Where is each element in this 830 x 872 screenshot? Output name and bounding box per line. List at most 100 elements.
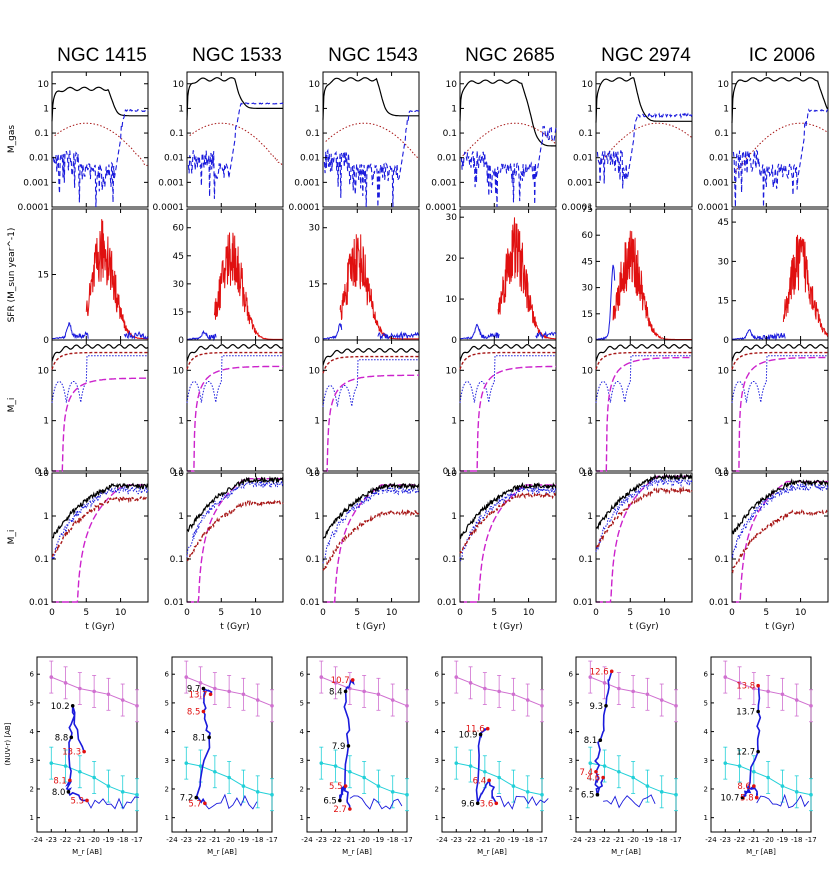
cmd-marker bbox=[754, 795, 759, 800]
cmd-marker bbox=[609, 669, 614, 674]
mass-black-line bbox=[51, 482, 149, 539]
y-tick-label: 2 bbox=[300, 785, 304, 793]
y-tick-label: 4 bbox=[704, 728, 709, 736]
mass-red-line bbox=[595, 485, 693, 548]
cmd-annotation: 7.9 bbox=[332, 742, 346, 752]
cmd-annotation: 13.7 bbox=[736, 708, 755, 718]
sequence-point bbox=[198, 764, 203, 768]
panel-frame bbox=[459, 71, 557, 208]
sequence-point bbox=[674, 703, 678, 708]
sequence-point bbox=[120, 698, 125, 702]
sequence-point bbox=[227, 775, 231, 780]
sequence-point bbox=[468, 681, 473, 685]
sequence-point bbox=[645, 784, 650, 788]
cmd-panel: 12.6 9.3 8.1 7.44.6 6.5 1 2 3 4 5 6 -24 -23 -22 -21 -20… bbox=[569, 656, 682, 856]
y-tick-label: 1 bbox=[43, 104, 49, 114]
y-tick-label: 30 bbox=[173, 280, 185, 290]
cold-gas-line bbox=[52, 108, 149, 208]
x-tick-label: -24 bbox=[705, 836, 717, 844]
cmd-marker bbox=[201, 709, 206, 714]
cmd-marker bbox=[485, 726, 490, 731]
sequence-point bbox=[390, 698, 395, 702]
cmd-annotation: 10.7 bbox=[331, 676, 350, 686]
y-tick-label: 10 bbox=[309, 366, 321, 376]
y-tick-label: 0.0001 bbox=[18, 203, 50, 213]
y-tick-label: 1 bbox=[587, 512, 593, 522]
mass-upper-panel: 10 1 0.1 bbox=[715, 339, 829, 477]
y-tick-label: 1 bbox=[178, 417, 184, 427]
y-tick-label: 1 bbox=[314, 104, 320, 114]
sequence-point bbox=[659, 790, 664, 794]
sequence-point bbox=[376, 784, 381, 788]
cmd-frame bbox=[171, 656, 273, 833]
y-tick-label: 0.0001 bbox=[289, 203, 321, 213]
sequence-point bbox=[794, 790, 799, 794]
cmd-annotation: 8.1 bbox=[53, 776, 67, 786]
y-tick-label: 1 bbox=[451, 417, 457, 427]
y-tick-label: 30 bbox=[582, 284, 594, 294]
panel-frame bbox=[595, 208, 693, 341]
sequence-point bbox=[405, 792, 409, 797]
y-tick-label: 1 bbox=[314, 417, 320, 427]
cmd-marker bbox=[66, 790, 71, 794]
mass-black-line bbox=[595, 472, 693, 530]
cmd-marker bbox=[494, 801, 499, 806]
y-tick-label: 2 bbox=[30, 785, 34, 793]
cmd-track-line bbox=[339, 679, 355, 810]
galaxy-title: NGC 2974 bbox=[601, 45, 691, 66]
x-tick-label: -20 bbox=[88, 836, 99, 844]
sequence-point bbox=[617, 686, 621, 691]
cmd-annotation: 8.8 bbox=[55, 733, 69, 743]
galaxy-title: NGC 1543 bbox=[328, 45, 418, 66]
x-tick-label: -21 bbox=[479, 836, 490, 844]
cmd-marker bbox=[69, 735, 74, 740]
mass-red-line bbox=[186, 499, 284, 562]
sequence-point bbox=[333, 681, 338, 685]
x-tick-label: -21 bbox=[344, 836, 355, 844]
cmd-frame bbox=[441, 656, 543, 833]
cmd-tail-line bbox=[496, 795, 549, 810]
cmd-marker bbox=[595, 792, 600, 797]
x-tick-label: -17 bbox=[536, 836, 547, 844]
sequence-point bbox=[49, 761, 54, 765]
mass-red-line bbox=[322, 508, 420, 571]
mass-magenta-line bbox=[596, 475, 692, 603]
y-tick-label: 1 bbox=[43, 417, 49, 427]
y-tick-label: 1 bbox=[587, 104, 593, 114]
panel-frame bbox=[51, 208, 149, 341]
hot-gas-line bbox=[54, 122, 148, 167]
sequence-point bbox=[405, 703, 409, 708]
cmd-annotation: 8.6 bbox=[737, 782, 751, 792]
gas-mass-panel: 10 1 0.1 0.01 0.001 0.0001 bbox=[562, 71, 693, 213]
sequence-point bbox=[752, 769, 756, 774]
y-tick-label: 5 bbox=[435, 699, 439, 707]
cmd-marker bbox=[740, 795, 745, 800]
y-tick-label: 0.1 bbox=[579, 467, 593, 477]
sequence-point bbox=[106, 784, 111, 788]
cmd-marker bbox=[475, 801, 480, 806]
x-tick-label: 0 bbox=[729, 608, 735, 618]
y-tick-label: 0.1 bbox=[170, 129, 184, 139]
gas-mass-panel: 10 1 0.1 0.01 0.001 0.0001 bbox=[18, 71, 149, 213]
y-tick-label: 10 bbox=[718, 80, 730, 90]
mass-black-line bbox=[459, 481, 557, 540]
y-tick-label: 1 bbox=[451, 104, 457, 114]
sequence-point bbox=[645, 692, 650, 697]
total-gas-line bbox=[459, 79, 556, 147]
x-axis-label: M_r [AB] bbox=[477, 848, 507, 856]
cold-gas-line bbox=[596, 112, 693, 189]
sequence-point bbox=[390, 790, 395, 794]
y-tick-label: 0.1 bbox=[35, 555, 49, 565]
x-axis-label: t (Gyr) bbox=[356, 622, 385, 632]
mass-black-line bbox=[51, 343, 149, 362]
sfr-burst-line bbox=[612, 230, 692, 340]
sequence-point bbox=[723, 675, 728, 679]
y-tick-label: 0.0001 bbox=[562, 203, 594, 213]
y-tick-label: 1 bbox=[587, 417, 593, 427]
cmd-marker bbox=[201, 686, 206, 691]
x-tick-label: 10 bbox=[250, 608, 262, 618]
sequence-point bbox=[780, 784, 785, 788]
x-tick-label: -23 bbox=[316, 836, 327, 844]
